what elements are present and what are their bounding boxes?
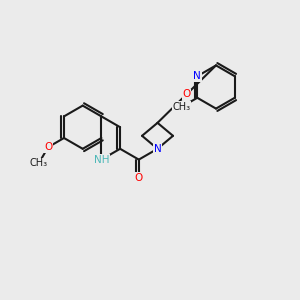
Text: CH₃: CH₃: [172, 102, 190, 112]
Text: O: O: [44, 142, 52, 152]
Text: O: O: [183, 89, 191, 99]
Text: CH₃: CH₃: [30, 158, 48, 168]
Text: N: N: [154, 144, 161, 154]
Text: N: N: [194, 71, 201, 81]
Text: O: O: [135, 173, 143, 183]
Text: NH: NH: [94, 154, 109, 165]
